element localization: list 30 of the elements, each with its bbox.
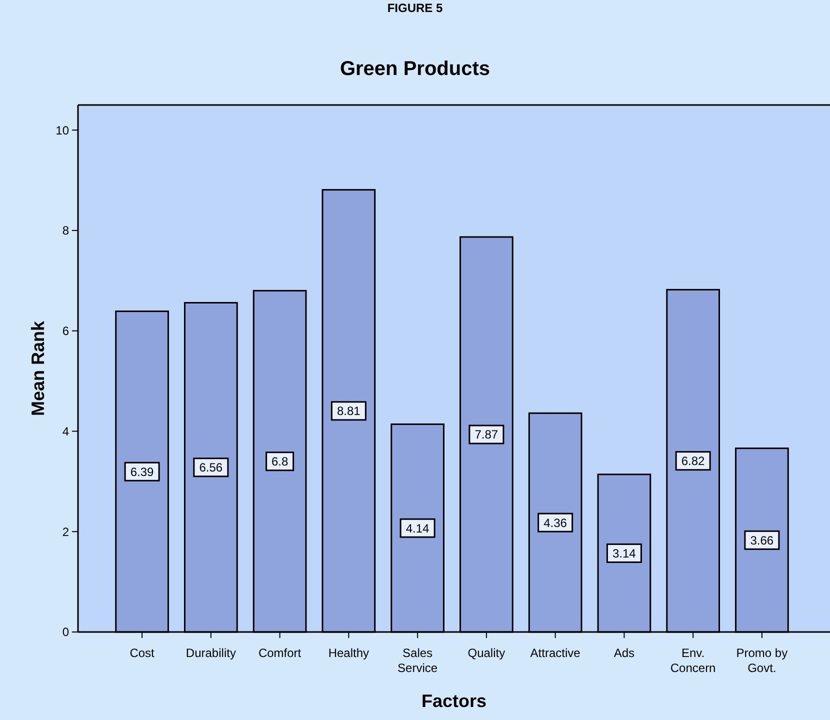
data-label: 4.14 [406,521,430,536]
x-tick-label: Comfort [258,646,302,660]
x-tick-label: Ads [614,646,635,660]
y-tick-label: 6 [62,324,70,338]
data-label: 7.87 [474,428,498,442]
data-label: 3.14 [612,546,636,560]
x-tick-label: Cost [130,646,156,660]
x-tick-label: Durability [186,646,236,660]
data-label: 6.56 [199,460,223,475]
y-tick-label: 2 [62,524,70,539]
y-tick-label: 0 [62,625,70,640]
x-tick-label: Promo by Govt. [736,646,788,675]
data-label: 6.82 [681,454,706,468]
y-tick-label: 4 [62,424,70,438]
caption: FIGURE 5 [387,1,443,15]
x-tick-label: Attractive [530,646,581,660]
x-tick-label: Env. Concern [670,646,716,675]
x-tick-label: Healthy [328,646,370,660]
x-tick-label: Quality [468,646,506,660]
data-label: 3.66 [750,533,774,548]
y-axis-title: Mean Rank [28,320,48,416]
x-tick-label: Sales Service [398,646,438,675]
chart-title: Green Products [340,58,490,80]
data-label: 4.36 [544,516,568,530]
data-label: 6.8 [271,454,288,469]
y-tick-label: 10 [56,123,70,138]
data-label: 6.39 [130,464,154,479]
y-tick-label: 8 [62,224,70,238]
x-axis-title: Factors [421,691,487,711]
data-label: 8.81 [337,404,361,418]
